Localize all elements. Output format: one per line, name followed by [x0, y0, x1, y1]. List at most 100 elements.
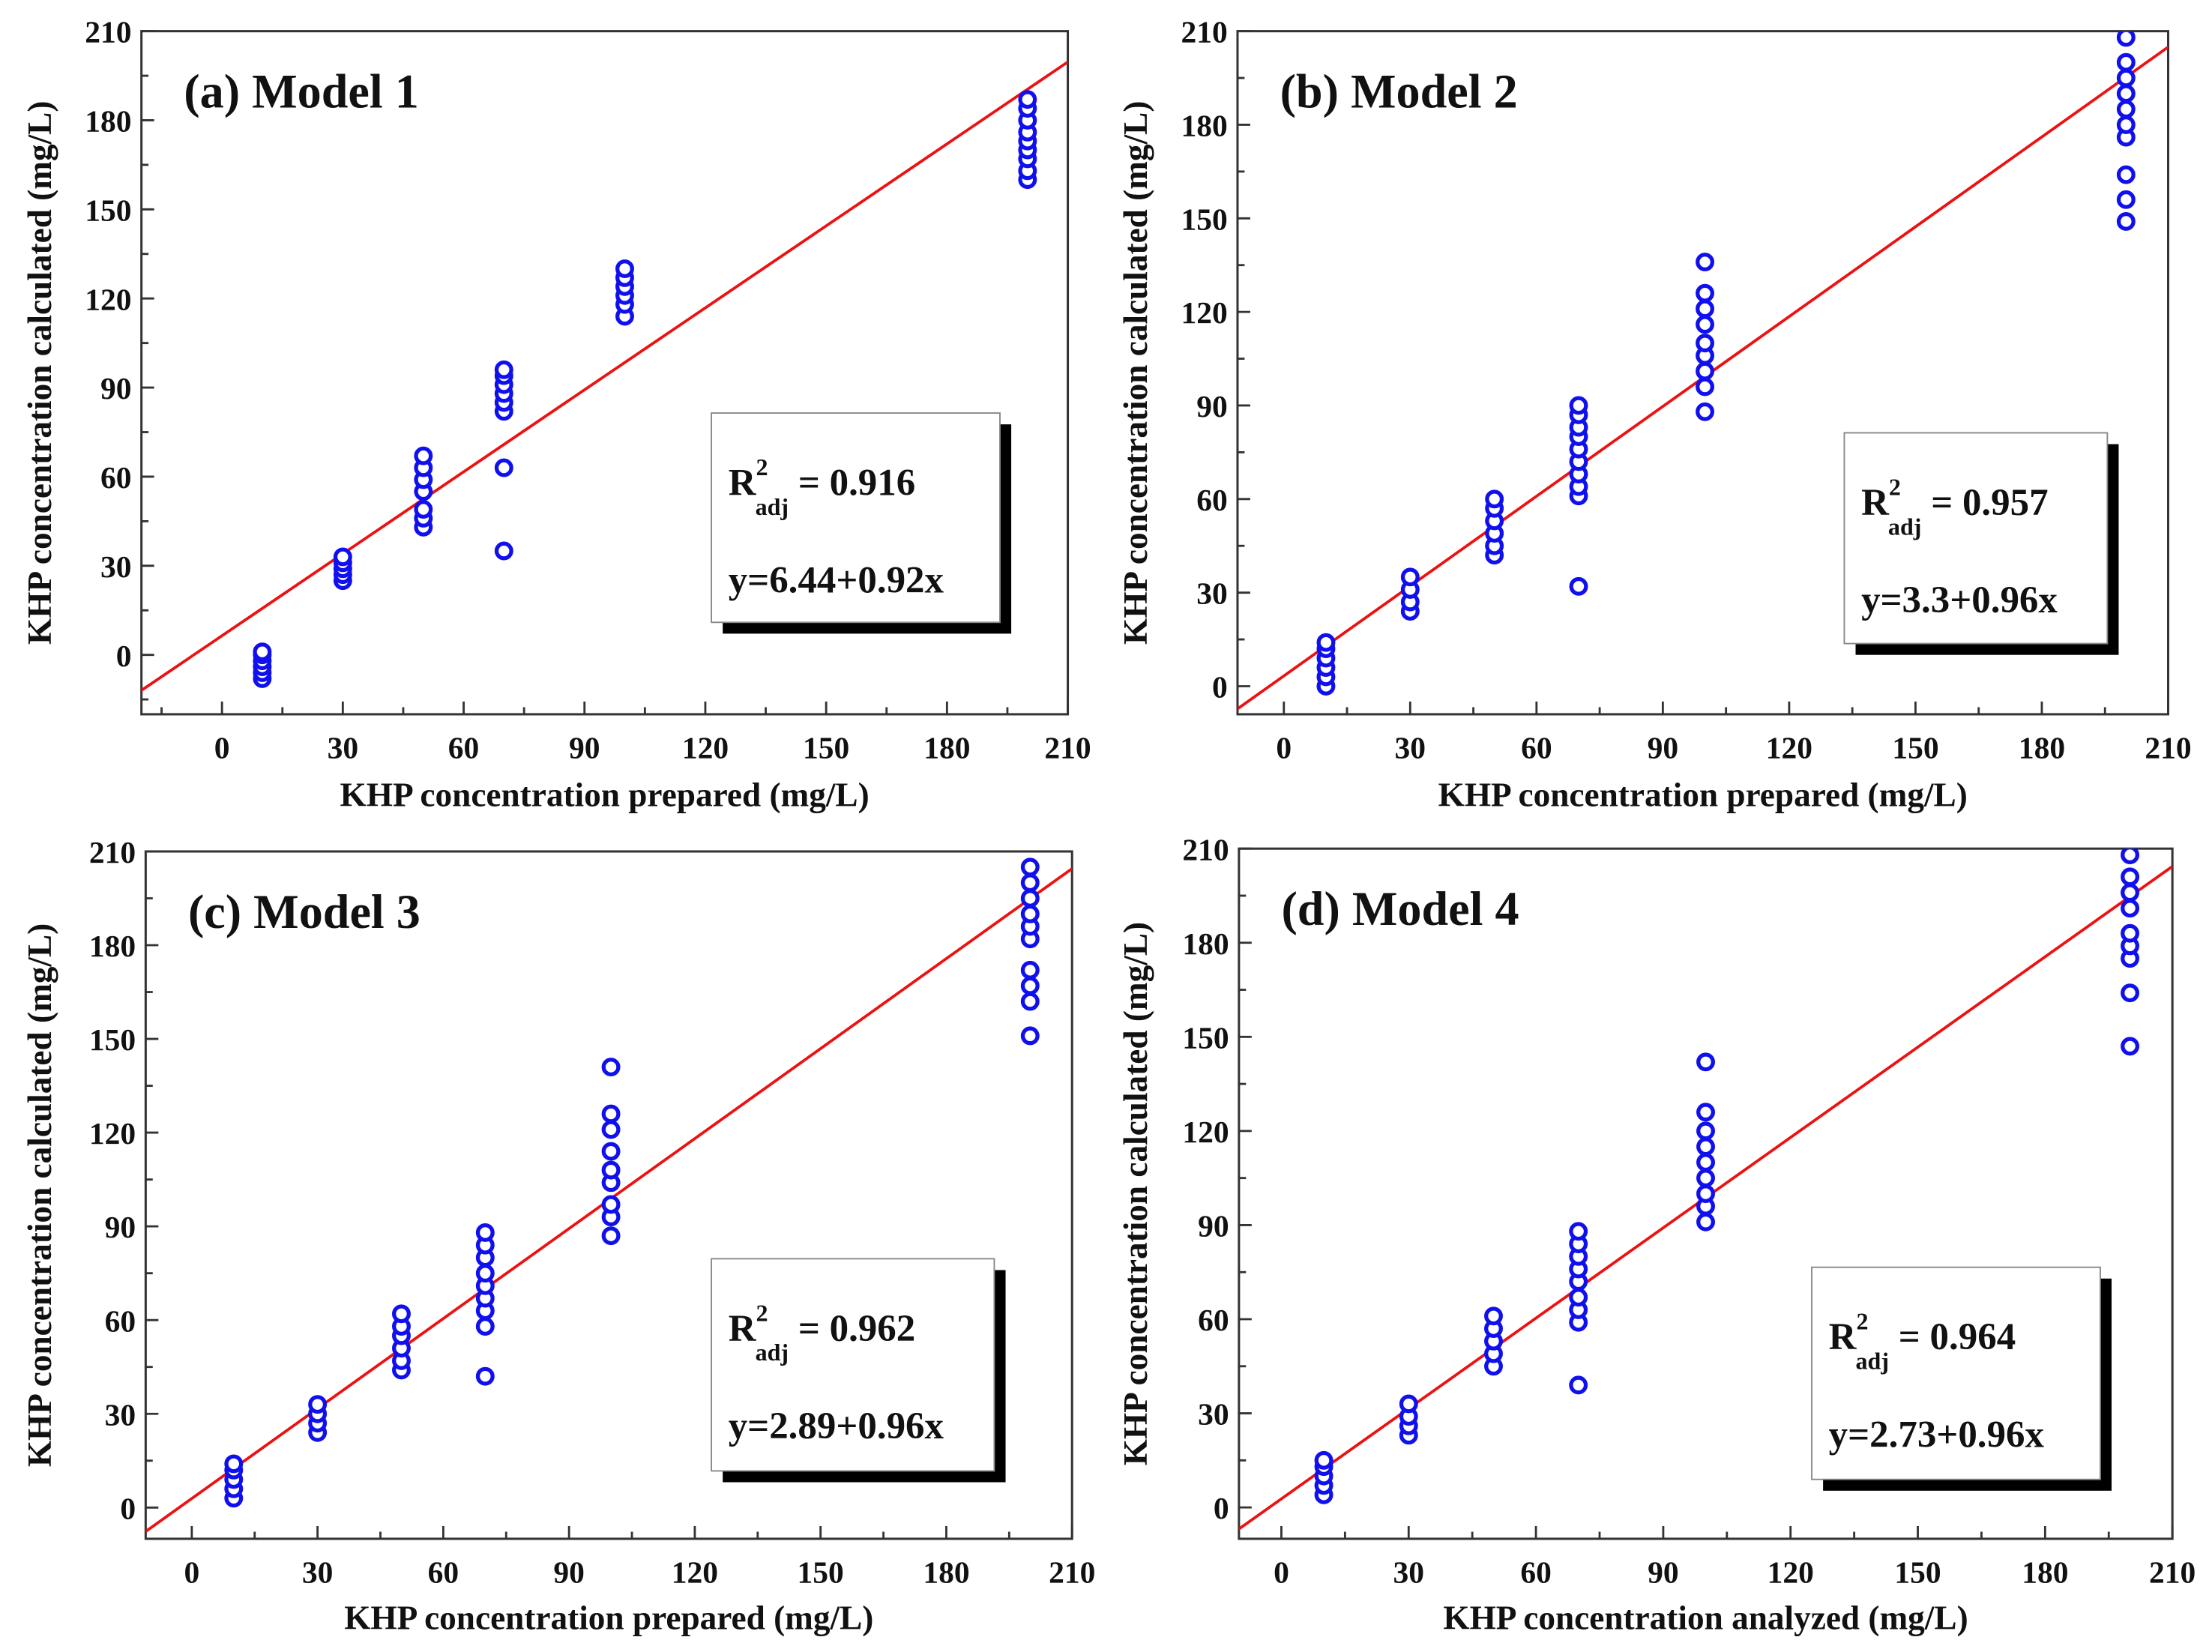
data-point [494, 458, 513, 477]
data-point [475, 1223, 495, 1242]
data-point [2116, 52, 2136, 72]
y-tick-label: 90 [1198, 1209, 1229, 1243]
data-point [1485, 489, 1504, 509]
y-tick-label: 180 [89, 929, 136, 963]
r2-superscript: 2 [756, 453, 768, 480]
legend-box [1843, 432, 2109, 645]
x-tick-label: 90 [553, 1555, 585, 1589]
plot-area [1238, 848, 2173, 1531]
y-tick-label: 150 [1182, 1020, 1229, 1055]
r2-text: R2 adj = 0.964 [1829, 1308, 2016, 1375]
data-point [601, 1142, 621, 1161]
y-tick-label: 30 [105, 1397, 136, 1432]
panel-b: 0 30 60 90 120 150 180 210 0 30 60 90 120 150 180 210 KH… [1117, 15, 2191, 814]
x-tick-label: 120 [672, 1555, 718, 1589]
x-tick-label: 150 [1892, 730, 1938, 765]
r2-value: = 0.957 [1921, 482, 2048, 524]
y-tick-label: 60 [1198, 1303, 1229, 1337]
data-point [601, 1104, 621, 1124]
r2-label: R [729, 462, 757, 504]
fit-equation: y=2.73+0.96x [1829, 1414, 2045, 1456]
r2-text: R2 adj = 0.962 [729, 1299, 916, 1366]
panel-title: (c) Model 3 [188, 885, 421, 938]
x-tick-label: 210 [1049, 1555, 1095, 1589]
r2-value: = 0.916 [789, 462, 915, 504]
y-tick-label: 150 [89, 1022, 136, 1057]
r2-superscript: 2 [1856, 1308, 1868, 1335]
data-point [1696, 253, 1715, 271]
x-tick-label: 90 [1648, 1555, 1679, 1589]
y-tick-label: 120 [85, 282, 131, 316]
panel-c: 0 30 60 90 120 150 180 210 0 30 60 90 120 150 180 210 KH… [21, 835, 1095, 1637]
data-point [601, 1058, 621, 1077]
legend-box [711, 412, 1001, 624]
legend-box [1811, 1266, 2101, 1480]
y-tick-label: 180 [1182, 926, 1229, 961]
x-tick-label: 120 [1766, 730, 1812, 765]
x-axis-label: KHP concentration prepared (mg/L) [340, 777, 870, 814]
x-tick-label: 30 [1393, 1555, 1425, 1589]
data-point [601, 1226, 621, 1246]
data-point [1696, 1121, 1715, 1141]
data-point [2121, 923, 2140, 943]
data-point [414, 500, 433, 519]
panel-a: 0 30 60 90 120 150 180 210 0 30 60 90 120 150 180 210 KH… [21, 15, 1091, 814]
data-point [1696, 1052, 1715, 1072]
x-tick-label: 150 [803, 730, 849, 765]
data-point [1020, 960, 1040, 980]
data-point [1696, 315, 1715, 334]
x-tick-label: 150 [1894, 1555, 1941, 1589]
data-point [253, 642, 272, 662]
data-point [601, 1120, 621, 1139]
r2-value: = 0.964 [1889, 1316, 2016, 1358]
data-point [392, 1304, 411, 1324]
panel-title: (a) Model 1 [184, 64, 418, 118]
data-point [1020, 1026, 1040, 1046]
data-point [1018, 90, 1037, 109]
data-point [333, 547, 352, 567]
data-point [1484, 1306, 1503, 1326]
x-tick-label: 60 [428, 1555, 459, 1589]
data-point [1696, 1212, 1715, 1232]
data-point [1696, 1153, 1715, 1172]
data-point [1020, 976, 1040, 995]
data-point [2121, 867, 2140, 887]
data-point [1569, 576, 1588, 596]
x-tick-label: 180 [2022, 1555, 2068, 1589]
data-point [1569, 396, 1588, 415]
y-tick-label: 180 [85, 104, 131, 139]
x-tick-label: 0 [184, 1555, 199, 1589]
panel-title: (d) Model 4 [1281, 882, 1519, 935]
r2-subscript: adj [756, 493, 789, 520]
data-point [1020, 889, 1040, 908]
r2-subscript: adj [756, 1339, 789, 1366]
data-point [1400, 567, 1420, 587]
data-point [1316, 633, 1336, 652]
y-axis-label: KHP concentration calculated (mg/L) [21, 923, 58, 1467]
x-tick-label: 60 [1521, 730, 1552, 765]
legend-box [711, 1258, 995, 1472]
y-tick-label: 60 [105, 1303, 136, 1338]
plot-area [141, 61, 1068, 692]
data-point [475, 1264, 495, 1283]
data-point [2121, 899, 2140, 918]
data-point [1696, 1169, 1715, 1188]
y-axis-label: KHP concentration calculated (mg/L) [21, 101, 58, 645]
data-point [1020, 904, 1040, 923]
x-tick-label: 0 [1274, 1555, 1289, 1589]
x-tick-label: 60 [448, 730, 480, 765]
x-tick-label: 30 [328, 730, 359, 765]
fit-equation: y=2.89+0.96x [729, 1405, 944, 1447]
data-point [1696, 1137, 1715, 1157]
r2-subscript: adj [1888, 513, 1922, 540]
r2-superscript: 2 [1889, 473, 1901, 500]
x-tick-label: 120 [1768, 1555, 1814, 1589]
panel-d: 0 30 60 90 120 150 180 210 0 30 60 90 120 150 180 210 KH… [1117, 832, 2196, 1636]
r2-label: R [1861, 482, 1890, 524]
x-tick-label: 210 [1044, 730, 1091, 765]
data-point [308, 1395, 328, 1414]
data-point [1569, 1375, 1588, 1395]
x-axis-label: KHP concentration prepared (mg/L) [1438, 777, 1968, 814]
x-tick-label: 210 [2149, 1555, 2196, 1589]
